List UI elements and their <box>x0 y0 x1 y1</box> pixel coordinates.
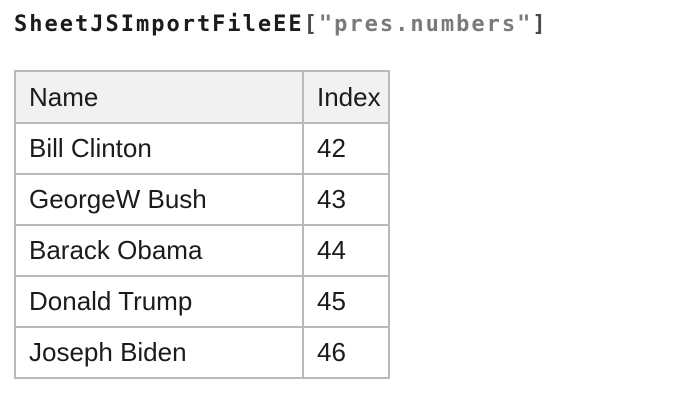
name-cell: Joseph Biden <box>14 326 304 379</box>
table-header-row: Name Index <box>14 70 390 124</box>
name-cell: GeorgeW Bush <box>14 173 304 226</box>
table-row: Joseph Biden 46 <box>14 326 390 379</box>
title-open-bracket: [ <box>303 12 319 37</box>
index-cell: 44 <box>302 224 390 277</box>
name-cell: Bill Clinton <box>14 122 304 175</box>
name-cell: Barack Obama <box>14 224 304 277</box>
column-header-index: Index <box>302 70 390 124</box>
page: SheetJSImportFileEE["pres.numbers"] Name… <box>14 10 670 379</box>
presidents-table: Name Index Bill Clinton 42 GeorgeW Bush … <box>14 70 390 379</box>
title-file-string: "pres.numbers" <box>318 12 533 37</box>
name-cell: Donald Trump <box>14 275 304 328</box>
table-row: GeorgeW Bush 43 <box>14 173 390 226</box>
code-title: SheetJSImportFileEE["pres.numbers"] <box>14 10 670 40</box>
index-cell: 45 <box>302 275 390 328</box>
index-cell: 42 <box>302 122 390 175</box>
title-function-name: SheetJSImportFileEE <box>14 12 304 37</box>
index-cell: 43 <box>302 173 390 226</box>
title-close-bracket: ] <box>532 12 548 37</box>
table-row: Barack Obama 44 <box>14 224 390 277</box>
column-header-name: Name <box>14 70 304 124</box>
index-cell: 46 <box>302 326 390 379</box>
table-row: Bill Clinton 42 <box>14 122 390 175</box>
table-row: Donald Trump 45 <box>14 275 390 328</box>
